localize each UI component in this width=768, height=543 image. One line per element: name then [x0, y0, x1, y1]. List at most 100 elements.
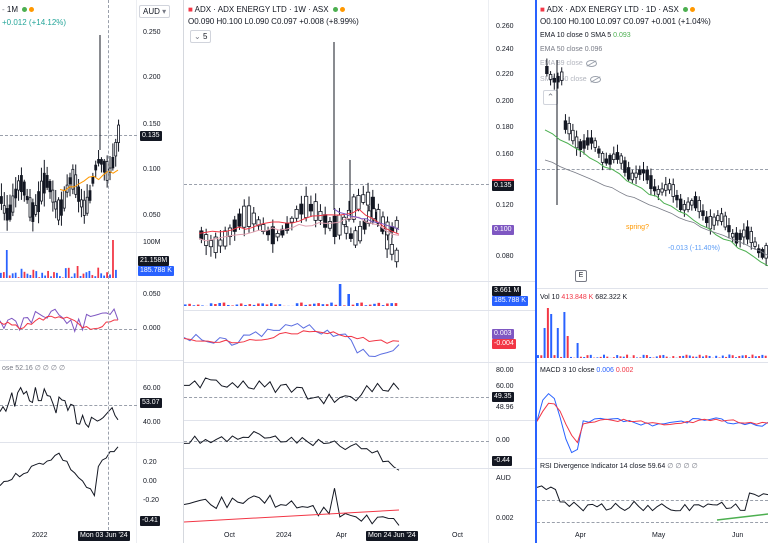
volume-bar: [606, 356, 609, 358]
pane-divider[interactable]: [183, 0, 184, 543]
candle-body: [114, 141, 118, 157]
candle-body: [218, 239, 223, 247]
candle-body: [712, 216, 716, 226]
volume-bar: [32, 269, 35, 278]
pane-separator: [184, 310, 535, 311]
left-currency-dropdown[interactable]: AUD ▾: [139, 5, 171, 18]
candle-body: [199, 230, 204, 240]
volume-bar: [603, 354, 605, 358]
candle-body: [68, 177, 72, 185]
candle-body: [760, 249, 765, 258]
earnings-marker[interactable]: E: [575, 270, 587, 282]
price-tick: 0.080: [496, 253, 514, 260]
candle-body: [727, 225, 731, 233]
volume-bar: [214, 304, 217, 306]
price-tick: 0.050: [143, 212, 161, 219]
candle-body: [74, 174, 78, 195]
volume-bar: [692, 356, 695, 358]
left-chart-pane[interactable]: - 1M +0.012 (+14.12%) AUD ▾ 0.250 0.200 …: [0, 0, 183, 543]
osc-line: [184, 430, 400, 471]
volume-bar: [537, 355, 539, 358]
left-candlestick-series: [0, 35, 120, 232]
left-interval[interactable]: - 1M: [2, 5, 36, 15]
volume-bar: [563, 312, 566, 358]
pane-separator: [537, 458, 768, 459]
market-open-icon: [332, 7, 338, 13]
candle-body: [638, 169, 642, 175]
price-level-line: [184, 184, 489, 185]
candle-body: [2, 205, 6, 214]
volume-bar: [14, 272, 17, 278]
ema-line-2: [544, 159, 768, 256]
middle-chart-pane[interactable]: ■ ADX · ADX ENERGY LTD · 1W · ASX O0.090…: [184, 0, 535, 543]
volume-bar: [761, 354, 764, 358]
volume-bar: [619, 356, 622, 358]
hidden-eye-icon[interactable]: [585, 59, 597, 67]
volume-bar: [2, 272, 5, 278]
candle-body: [719, 213, 724, 222]
volume-bar: [44, 275, 47, 278]
volume-bar: [11, 273, 14, 278]
volume-bar: [29, 275, 32, 278]
macd-line: [537, 392, 768, 454]
volume-bar: [586, 355, 589, 358]
price-level-line: [0, 135, 137, 136]
volume-bar: [639, 357, 642, 358]
right-title-row[interactable]: ■ ADX · ADX ENERGY LTD · 1D · ASX: [540, 5, 697, 15]
volume-bar: [645, 355, 648, 358]
volume-bar: [0, 272, 2, 278]
volume-bar: [678, 356, 681, 358]
volume-bar: [546, 308, 549, 358]
volume-bar: [106, 272, 108, 278]
macd-tick: 0.000: [143, 325, 161, 332]
candle-body: [94, 164, 98, 171]
candle-body: [626, 167, 631, 180]
candle-body: [117, 124, 120, 143]
market-open-icon: [683, 7, 689, 13]
candle-body: [589, 137, 594, 144]
middle-title-row[interactable]: ■ ADX · ADX ENERGY LTD · 1W · ASX: [188, 5, 347, 15]
candle-body: [227, 227, 233, 238]
rsi-value-label: 49.35: [492, 392, 514, 402]
ema3-legend[interactable]: EMA 89 close: [540, 59, 597, 69]
volume-bar: [751, 354, 754, 358]
osc-value-label: -0.41: [140, 516, 160, 526]
volume-bar: [659, 355, 662, 358]
osc-zero-line: [184, 441, 489, 442]
candle-body: [664, 184, 668, 191]
volume-bar: [235, 304, 239, 306]
volume-label: 3.661 M: [492, 286, 522, 296]
volume-bar: [748, 356, 751, 358]
candle-body: [630, 172, 635, 181]
price-tick: 0.150: [143, 121, 161, 128]
candle-body: [738, 233, 742, 240]
right-macd-lines: [537, 392, 768, 454]
candle-body: [60, 199, 63, 216]
hidden-eye-icon[interactable]: [589, 75, 601, 83]
volume-bar: [556, 328, 559, 358]
candle-body: [111, 157, 115, 169]
candle-body: [62, 189, 66, 209]
rsi-line: [184, 377, 400, 405]
candle-body: [749, 231, 753, 243]
flag-icon: ■: [540, 5, 545, 14]
candle-body: [697, 200, 701, 213]
candle-body: [563, 120, 568, 130]
candle-body: [242, 205, 247, 228]
candle-body: [31, 202, 35, 222]
volume-bar: [91, 275, 94, 278]
candle-body: [8, 204, 12, 220]
candle-body: [716, 215, 720, 222]
candle-body: [97, 159, 100, 164]
macd-line: [184, 322, 400, 357]
right-chart-pane[interactable]: ■ ADX · ADX ENERGY LTD · 1D · ASX O0.100…: [537, 0, 768, 543]
volume-bar: [274, 304, 277, 306]
osc-value-label: -0.44: [492, 456, 512, 466]
candle-body: [344, 226, 349, 234]
indicators-toggle[interactable]: ⌄ 5: [190, 30, 212, 43]
candle-body: [275, 232, 280, 238]
candle-body: [704, 216, 709, 224]
middle-lower-indicator: [184, 488, 400, 526]
volume-bar: [672, 356, 675, 358]
rsi-upper-band: [537, 500, 768, 501]
